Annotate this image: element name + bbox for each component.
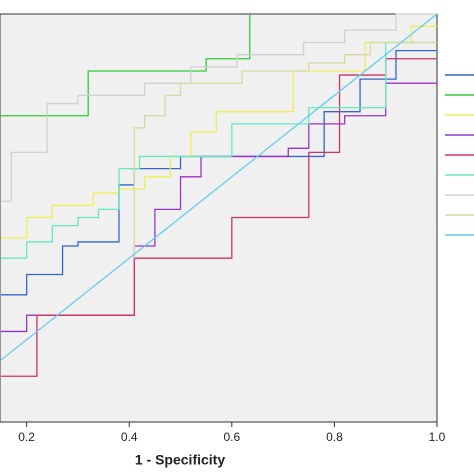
roc-curve — [1, 41, 437, 259]
roc-curve — [0, 13, 438, 361]
x-tick-label: 0.6 — [223, 430, 240, 444]
x-tick-label: 0.4 — [121, 430, 138, 444]
roc-curve — [1, 58, 437, 377]
roc-curve — [1, 14, 251, 117]
x-tick-label: 0.8 — [326, 430, 343, 444]
x-tick-label: 1.0 — [429, 430, 446, 444]
roc-curve — [1, 13, 437, 202]
roc-curve — [133, 41, 437, 259]
x-tick-label: 0.2 — [18, 430, 35, 444]
x-axis-label: 1 - Specificity — [135, 452, 225, 468]
plot-area — [0, 13, 438, 423]
roc-curve — [1, 25, 437, 239]
